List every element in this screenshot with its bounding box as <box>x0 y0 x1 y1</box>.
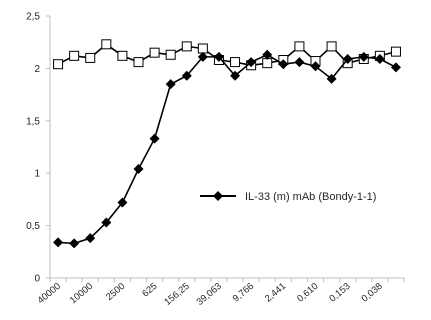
data-point-diamond <box>230 70 241 81</box>
x-tick-label: 0,610 <box>295 281 320 305</box>
y-tick-label: 0 <box>34 274 40 285</box>
data-point-diamond <box>133 164 144 175</box>
series-line <box>57 53 397 245</box>
data-point-diamond <box>294 57 305 68</box>
data-point-diamond <box>149 133 160 144</box>
x-tick-label: 40000 <box>36 281 63 306</box>
x-tick-label: 2500 <box>104 281 127 303</box>
data-point-square <box>133 57 144 68</box>
data-point-diamond <box>53 237 64 248</box>
data-point-diamond <box>374 53 385 64</box>
x-tick-label: 0,153 <box>327 281 352 305</box>
x-tick-label: 2,441 <box>263 281 288 305</box>
data-point-diamond <box>358 51 369 62</box>
x-tick-label: 156,25 <box>162 281 191 308</box>
data-point-diamond <box>278 59 289 70</box>
data-point-diamond <box>326 73 337 84</box>
x-tick-label: 9,766 <box>231 281 256 305</box>
data-point-square <box>165 49 176 60</box>
legend-label: IL-33 (m) mAb (Bondy-1-1) <box>245 191 376 203</box>
data-point-diamond <box>69 238 80 249</box>
data-point-diamond <box>213 51 224 62</box>
y-tick-label: 2 <box>34 64 40 75</box>
data-point-square <box>85 52 96 63</box>
data-point-square <box>69 50 80 61</box>
data-point-square <box>181 41 192 52</box>
series-layer <box>53 39 401 249</box>
data-point-diamond <box>262 49 273 60</box>
data-point-diamond <box>101 217 112 228</box>
y-tick-label: 1,5 <box>26 116 40 127</box>
data-point-diamond <box>181 70 192 81</box>
x-tick-label: 0,038 <box>360 281 385 305</box>
x-tick-label: 625 <box>140 281 159 300</box>
data-point-square <box>326 41 337 52</box>
data-point-diamond <box>197 51 208 62</box>
series-line <box>57 43 397 67</box>
data-point-diamond <box>310 61 321 72</box>
y-tick-label: 2,5 <box>26 12 40 23</box>
data-point-square <box>101 39 112 50</box>
data-point-square <box>294 41 305 52</box>
series-2 <box>53 49 401 249</box>
data-point-square <box>53 59 64 70</box>
data-point-diamond <box>390 62 401 73</box>
x-tick-label: 39,063 <box>195 281 224 308</box>
data-point-square <box>262 58 273 69</box>
legend: IL-33 (m) mAb (Bondy-1-1) <box>200 191 376 203</box>
data-point-square <box>149 47 160 58</box>
legend-marker-diamond <box>213 191 223 201</box>
data-point-square <box>197 43 208 54</box>
y-tick-label: 0,5 <box>26 221 40 232</box>
data-point-square <box>230 57 241 68</box>
x-tick-label: 10000 <box>68 281 95 306</box>
data-point-diamond <box>246 57 257 68</box>
y-tick-label: 1 <box>34 169 40 180</box>
data-point-diamond <box>117 197 128 208</box>
data-point-diamond <box>342 53 353 64</box>
data-point-diamond <box>165 79 176 90</box>
data-point-square <box>390 46 401 57</box>
data-point-square <box>117 50 128 61</box>
data-point-diamond <box>85 233 96 244</box>
